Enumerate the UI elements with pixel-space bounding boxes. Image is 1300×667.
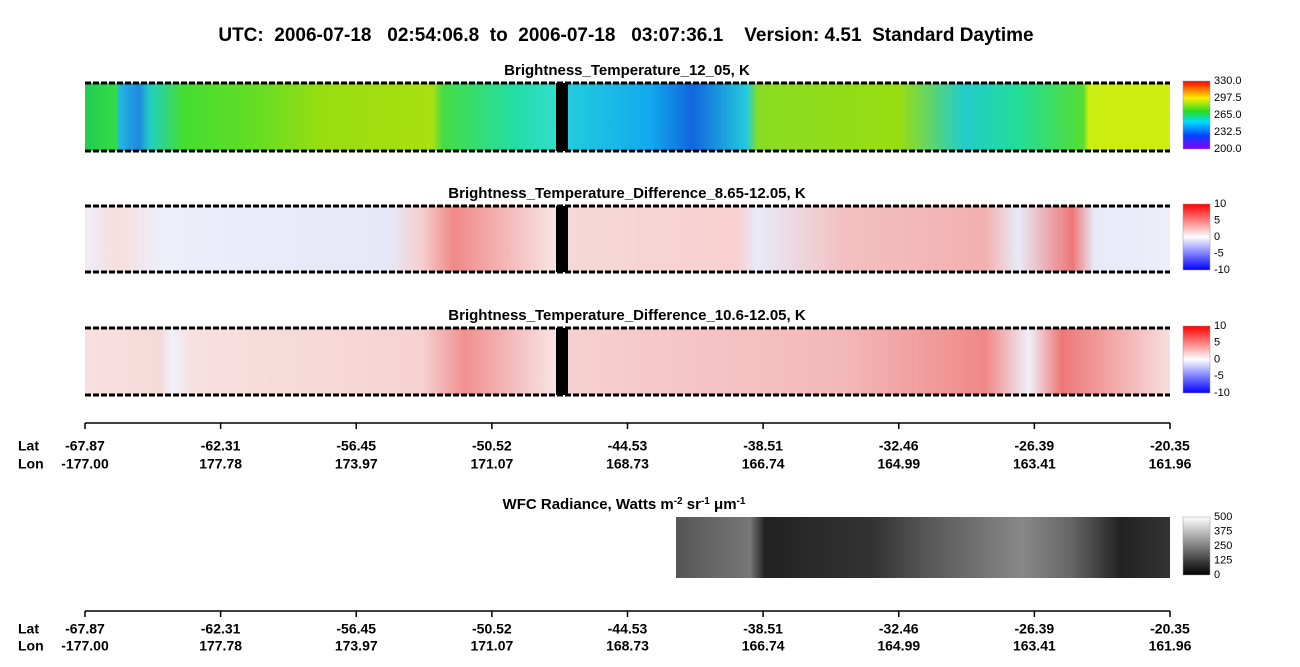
lat-label: -44.53 <box>608 438 648 454</box>
colorbar-label: -5 <box>1214 247 1224 259</box>
panel-title: WFC Radiance, Watts m-2 sr-1 μm-1 <box>503 496 746 513</box>
colorbar <box>1182 203 1211 271</box>
axis-label: Lat <box>18 621 39 637</box>
title-part: μm <box>710 496 737 513</box>
colorbar-label: 0 <box>1214 353 1220 365</box>
colorbar <box>1182 80 1211 150</box>
colorbar-label: 10 <box>1214 320 1226 332</box>
colorbar-label: 375 <box>1214 525 1232 537</box>
lon-label: 171.07 <box>470 456 513 472</box>
colorbar-label: 5 <box>1214 337 1220 349</box>
colorbar-label: 500 <box>1214 511 1232 523</box>
lon-label: 163.41 <box>1013 638 1056 654</box>
lon-label: -177.00 <box>61 456 109 472</box>
lon-label: 177.78 <box>199 456 242 472</box>
lat-label: -32.46 <box>879 438 919 454</box>
lat-label: -32.46 <box>879 621 919 637</box>
axis-label: Lon <box>18 638 44 654</box>
lon-label: 166.74 <box>742 638 785 654</box>
lon-label: 161.96 <box>1149 638 1192 654</box>
lat-label: -62.31 <box>201 621 241 637</box>
lat-label: -38.51 <box>743 621 783 637</box>
lat-label: -50.52 <box>472 621 512 637</box>
panel-title: Brightness_Temperature_Difference_10.6-1… <box>448 307 806 324</box>
colorbar-label: 250 <box>1214 540 1232 552</box>
lat-label: -26.39 <box>1015 621 1055 637</box>
colorbar-label: 297.5 <box>1214 92 1242 104</box>
colorbar-label: 232.5 <box>1214 126 1242 138</box>
lat-label: -56.45 <box>336 621 376 637</box>
title-part: sr <box>683 496 702 513</box>
colorbar-label: 200.0 <box>1214 143 1242 155</box>
colorbar-label: -5 <box>1214 370 1224 382</box>
lon-label: 168.73 <box>606 456 649 472</box>
lat-label: -62.31 <box>201 438 241 454</box>
lat-label: -38.51 <box>743 438 783 454</box>
colorbar <box>1182 516 1211 576</box>
colorbar-label: 0 <box>1214 569 1220 581</box>
colorbar-label: 0 <box>1214 231 1220 243</box>
lon-label: 177.78 <box>199 638 242 654</box>
colorbar-label: 5 <box>1214 214 1220 226</box>
lon-label: 166.74 <box>742 456 785 472</box>
lon-label: 173.97 <box>335 456 378 472</box>
title-part: -2 <box>674 496 683 507</box>
colorbar-label: 265.0 <box>1214 109 1242 121</box>
lon-label: 173.97 <box>335 638 378 654</box>
axis-label: Lon <box>18 456 44 472</box>
lon-label: -177.00 <box>61 638 109 654</box>
lat-label: -20.35 <box>1150 621 1190 637</box>
image-strip <box>85 206 1170 272</box>
colorbar-label: 330.0 <box>1214 75 1242 87</box>
image-strip <box>85 328 1170 395</box>
lat-label: -67.87 <box>65 438 105 454</box>
image-strip <box>85 83 1170 151</box>
colorbar-label: 125 <box>1214 554 1232 566</box>
lon-label: 171.07 <box>470 638 513 654</box>
image-strip <box>676 517 1170 578</box>
lat-label: -56.45 <box>336 438 376 454</box>
lat-label: -44.53 <box>608 621 648 637</box>
colorbar-label: -10 <box>1214 264 1230 276</box>
title-part: -1 <box>701 496 710 507</box>
lon-label: 163.41 <box>1013 456 1056 472</box>
lon-label: 161.96 <box>1149 456 1192 472</box>
colorbar-label: 10 <box>1214 198 1226 210</box>
title-part: WFC Radiance, Watts m <box>503 496 674 513</box>
colorbar <box>1182 325 1211 394</box>
lat-label: -26.39 <box>1015 438 1055 454</box>
title-part: -1 <box>737 496 746 507</box>
lat-label: -20.35 <box>1150 438 1190 454</box>
title: UTC: 2006-07-18 02:54:06.8 to 2006-07-18… <box>218 25 1033 46</box>
lon-label: 164.99 <box>877 638 920 654</box>
lon-label: 168.73 <box>606 638 649 654</box>
axis-label: Lat <box>18 438 39 454</box>
lat-label: -67.87 <box>65 621 105 637</box>
panel-title: Brightness_Temperature_12_05, K <box>504 62 750 79</box>
lat-label: -50.52 <box>472 438 512 454</box>
lon-label: 164.99 <box>877 456 920 472</box>
colorbar-label: -10 <box>1214 387 1230 399</box>
panel-title: Brightness_Temperature_Difference_8.65-1… <box>448 185 806 202</box>
